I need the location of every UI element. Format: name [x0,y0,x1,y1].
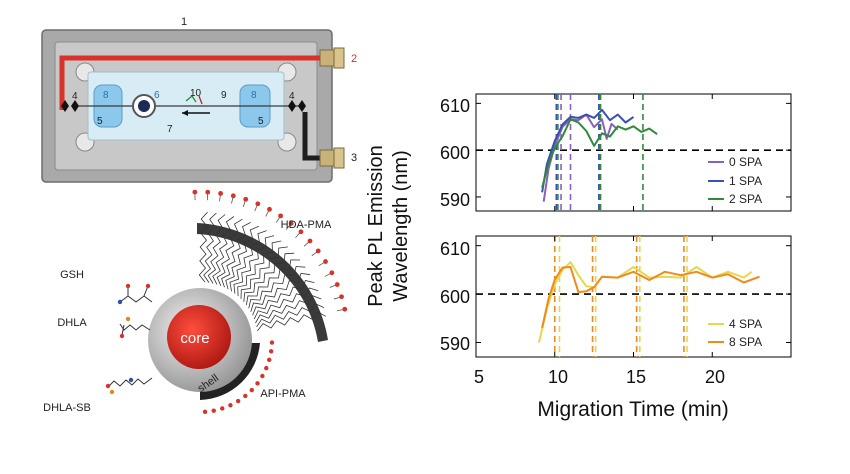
bead-red [329,270,334,275]
x-axis-label: Migration Time (min) [537,398,728,421]
bead-red [316,249,321,254]
dhla-atom [120,334,124,338]
bead-red [260,374,264,378]
bead-red [231,193,236,198]
bead-red [269,349,273,353]
ligand-label-api-pma: API-PMA [260,388,306,400]
bead-red [228,403,232,407]
legend-label-0spa: 0 SPA [729,155,762,169]
objective-lens-center [138,100,150,112]
label-2: 2 [351,53,357,65]
label-5-left: 5 [97,116,103,127]
bead-red [335,282,340,287]
label-5-right: 5 [258,116,264,127]
bead-red [255,201,260,206]
label-4-right: 4 [289,91,295,102]
x-tick-label-20: 20 [705,367,725,387]
bead-red [255,381,259,385]
x-axis-ticks [476,94,712,357]
bead-red [342,307,347,312]
x-tick-label-10: 10 [548,367,568,387]
dhla-sb-atom [110,390,114,394]
label-3: 3 [351,152,357,164]
label-6: 6 [154,90,160,101]
bead-red [339,294,344,299]
ligand-label-dhla: DHLA [57,317,87,329]
fitting-top [320,48,344,68]
ligand-label-hda-pma: HDA-PMA [281,219,332,231]
bead-red [218,191,223,196]
x-tick-label-15: 15 [626,367,646,387]
label-8-left: 8 [103,90,109,101]
legend-top: 0 SPA 1 SPA 2 SPA [708,155,762,206]
gsh-atom [146,284,150,288]
bead-red [212,408,216,412]
p1-ytick-610: 610 [440,239,470,259]
bead-red [267,358,271,362]
gsh-ligand [120,286,152,302]
bead-red [250,388,254,392]
ligand-label-dhla-sb: DHLA-SB [43,402,91,414]
bead-red [323,259,328,264]
bead-red [243,197,248,202]
label-4-left: 4 [72,91,78,102]
bead-red [205,190,210,195]
label-7: 7 [167,124,173,135]
ligand-label-gsh: GSH [60,269,84,281]
chart: 590 600 610 590 600 610 5 10 15 20 Migra… [365,94,791,421]
series-line-8-spa [542,267,759,328]
bead-red [236,399,240,403]
x-tick-label-5: 5 [474,367,484,387]
bead-red [270,340,274,344]
legend-label-4spa: 4 SPA [729,317,762,331]
legend-label-8spa: 8 SPA [729,335,762,349]
y-axis-label-line1: Peak PL Emission [365,145,387,307]
bead-red [267,207,272,212]
label-10: 10 [190,88,202,99]
gsh-atom [118,300,122,304]
p0-ytick-610: 610 [440,96,470,116]
dhla-sb-atom [106,384,110,388]
bead-red [243,394,247,398]
nanoparticle-diagram: core shell GSH DHLA DHLA-SB HDA-PMA API-… [43,190,347,414]
polymer-chain [204,213,217,283]
p0-ytick-590: 590 [440,190,470,210]
bead-red [220,406,224,410]
bead-red [278,213,283,218]
legend-label-2spa: 2 SPA [729,192,762,206]
p0-ytick-600: 600 [440,143,470,163]
dhla-ligand [120,324,150,335]
gsh-atom [126,284,130,288]
label-1: 1 [181,16,187,28]
y-axis-label-line2: Wavelength (nm) [390,150,412,302]
core-label: core [180,330,209,347]
bead-red [203,410,207,414]
p1-ytick-600: 600 [440,287,470,307]
label-9: 9 [221,90,227,101]
series-line-0-spa [544,115,618,202]
apparatus-diagram: 1 2 3 4 4 5 5 6 7 8 8 9 10 [42,16,357,182]
bead-red [192,190,197,195]
legend-bottom: 4 SPA 8 SPA [708,317,762,349]
label-8-right: 8 [251,90,257,101]
legend-label-1spa: 1 SPA [729,174,762,188]
dhla-atom [126,317,130,321]
bead-red [308,239,313,244]
fitting-bottom [320,148,344,168]
p1-ytick-590: 590 [440,334,470,354]
series-line-4-spa [539,262,752,342]
dhla-sb-atom [129,378,133,382]
bead-red [264,366,268,370]
